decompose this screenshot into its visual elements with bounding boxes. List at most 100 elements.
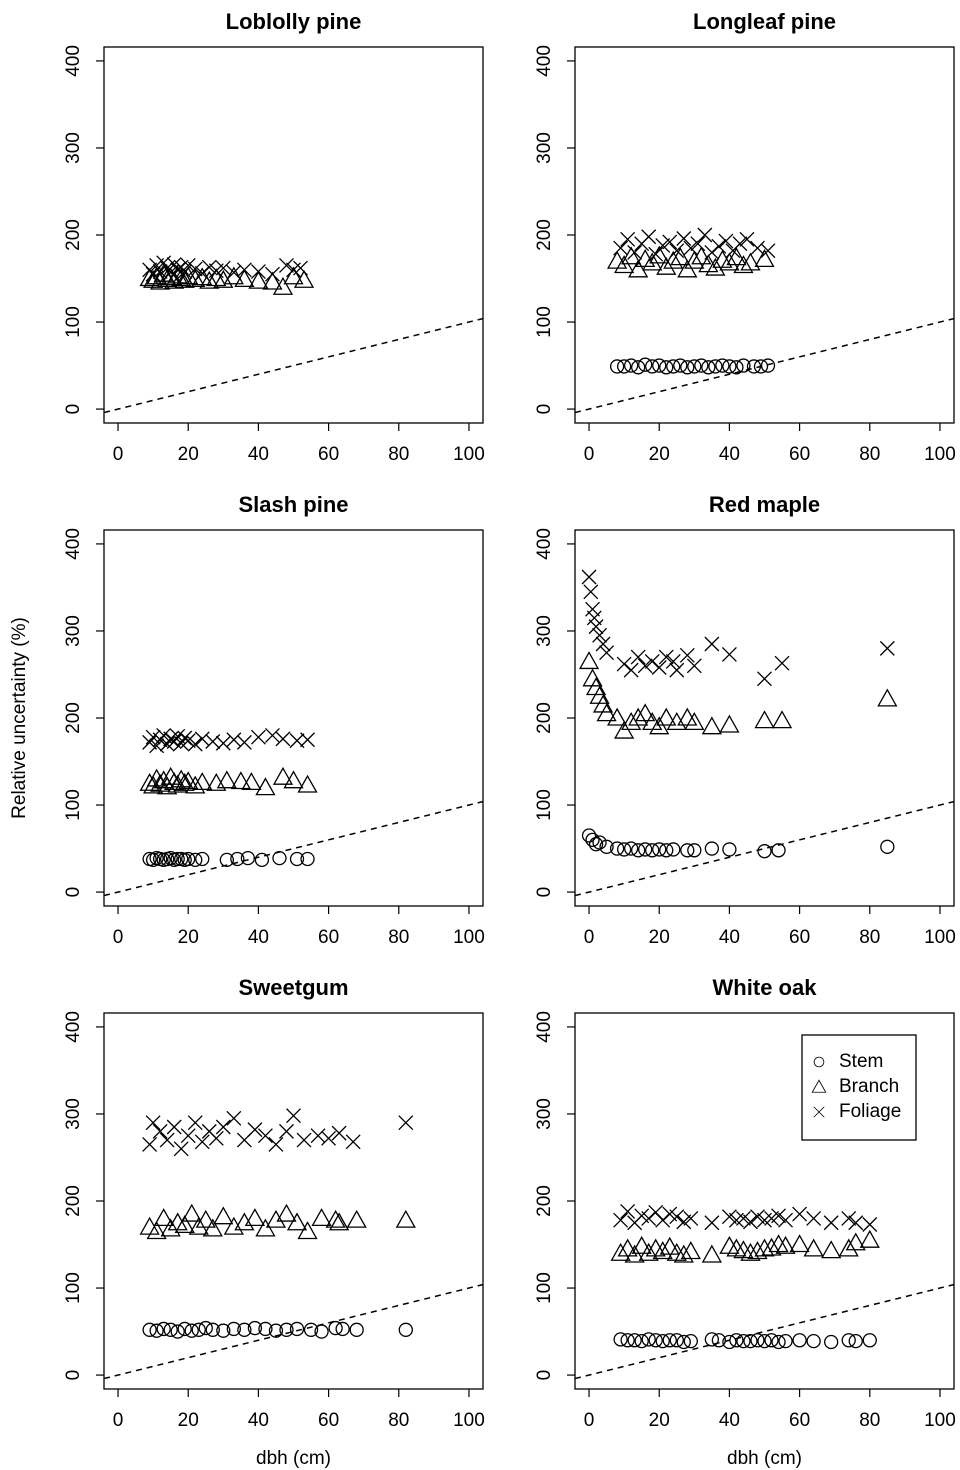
foliage-point [166,1119,182,1135]
x-tick-label: 40 [248,1410,269,1431]
x-tick-label: 80 [388,1410,409,1431]
foliage-point [669,662,685,678]
foliage-point [778,1212,794,1228]
branch-point [659,1236,680,1255]
foliage-point [236,262,252,278]
y-tick-label: 0 [534,404,555,415]
stem-point [813,1056,825,1068]
branch-point [740,252,761,271]
stem-point [792,1333,807,1348]
foliage-point [679,647,695,663]
x-tick-label: 20 [178,927,199,948]
stem-point [669,1333,684,1348]
x-tick-label: 0 [113,1410,124,1431]
branch-point [276,1203,297,1222]
foliage-point [268,1136,284,1152]
plot-box [103,1012,484,1390]
foliage-point [848,1215,864,1231]
branch-point [684,712,705,731]
foliage-point [648,246,664,262]
stem-point [272,850,287,866]
stem-point [240,850,256,866]
foliage-point [142,1136,158,1152]
branch-point [670,247,691,266]
branch-point [596,703,617,722]
stem-point [757,844,772,859]
y-tick-label: 400 [63,1011,84,1043]
x-tick-label: 40 [719,1410,740,1431]
stem-point [666,842,681,857]
y-tick-label: 300 [534,1098,555,1130]
y-tick-label: 400 [63,45,84,77]
stem-point [641,1332,656,1347]
foliage-point [721,647,737,662]
stem-point [335,1321,350,1337]
branch-point [754,249,775,268]
branch-point [614,255,635,274]
stem-point [729,1333,744,1348]
x-tick-label: 100 [924,927,956,948]
stem-point [195,851,210,867]
foliage-point [226,732,242,748]
branch-point [771,710,793,729]
branch-point [635,703,656,722]
stem-point [268,1323,284,1338]
branch-point [283,770,304,789]
branch-point [691,246,712,265]
branch-point [188,1216,209,1235]
stem-point [205,1322,220,1337]
branch-point [578,651,600,670]
branch-point [789,1234,810,1253]
stem-point [198,1320,213,1336]
branch-point [230,771,251,790]
foliage-point [757,671,772,687]
stem-point [771,843,786,858]
foliage-point [180,258,196,273]
stem-point [715,358,730,373]
stem-point [616,842,632,857]
stem-point [824,1334,839,1350]
foliage-point [279,1123,294,1139]
foliage-point [669,1209,685,1225]
y-tick-label: 0 [534,1370,555,1381]
stem-point [680,843,695,858]
branch-point [621,712,642,731]
foliage-point [583,584,599,600]
stem-point [652,358,667,373]
foliage-point [226,1110,242,1126]
foliage-point [630,649,646,665]
y-tick-label: 0 [63,887,84,898]
x-tick-label: 40 [248,927,269,948]
stem-point [711,1333,727,1348]
foliage-point [398,1115,414,1131]
foliage-point [187,1115,203,1131]
y-tick-label: 400 [63,528,84,560]
stem-point [181,851,196,867]
foliage-point [750,1209,765,1225]
branch-point [642,712,663,731]
x-tick-label: 20 [649,927,670,948]
branch-point [153,1208,174,1227]
branch-point [216,770,237,789]
branch-point [656,707,677,726]
foliage-point [676,231,692,246]
stem-point [149,1323,164,1338]
y-tick-label: 300 [63,132,84,164]
branch-point [265,1209,287,1228]
stem-point [655,1333,670,1349]
x-tick-label: 20 [178,1410,199,1431]
stem-point [191,1322,206,1337]
branch-point [606,707,628,726]
stem-point [631,843,646,858]
stem-point [289,851,305,867]
branch-point [160,1218,181,1237]
y-tick-label: 300 [63,1098,84,1130]
branch-point [202,1218,223,1237]
foliage-point [704,636,720,652]
foliage-point [180,733,196,749]
branch-point [293,269,315,288]
branch-point [747,1241,768,1260]
branch-point [241,772,262,791]
stem-point [645,843,660,858]
foliage-point [152,1123,168,1139]
